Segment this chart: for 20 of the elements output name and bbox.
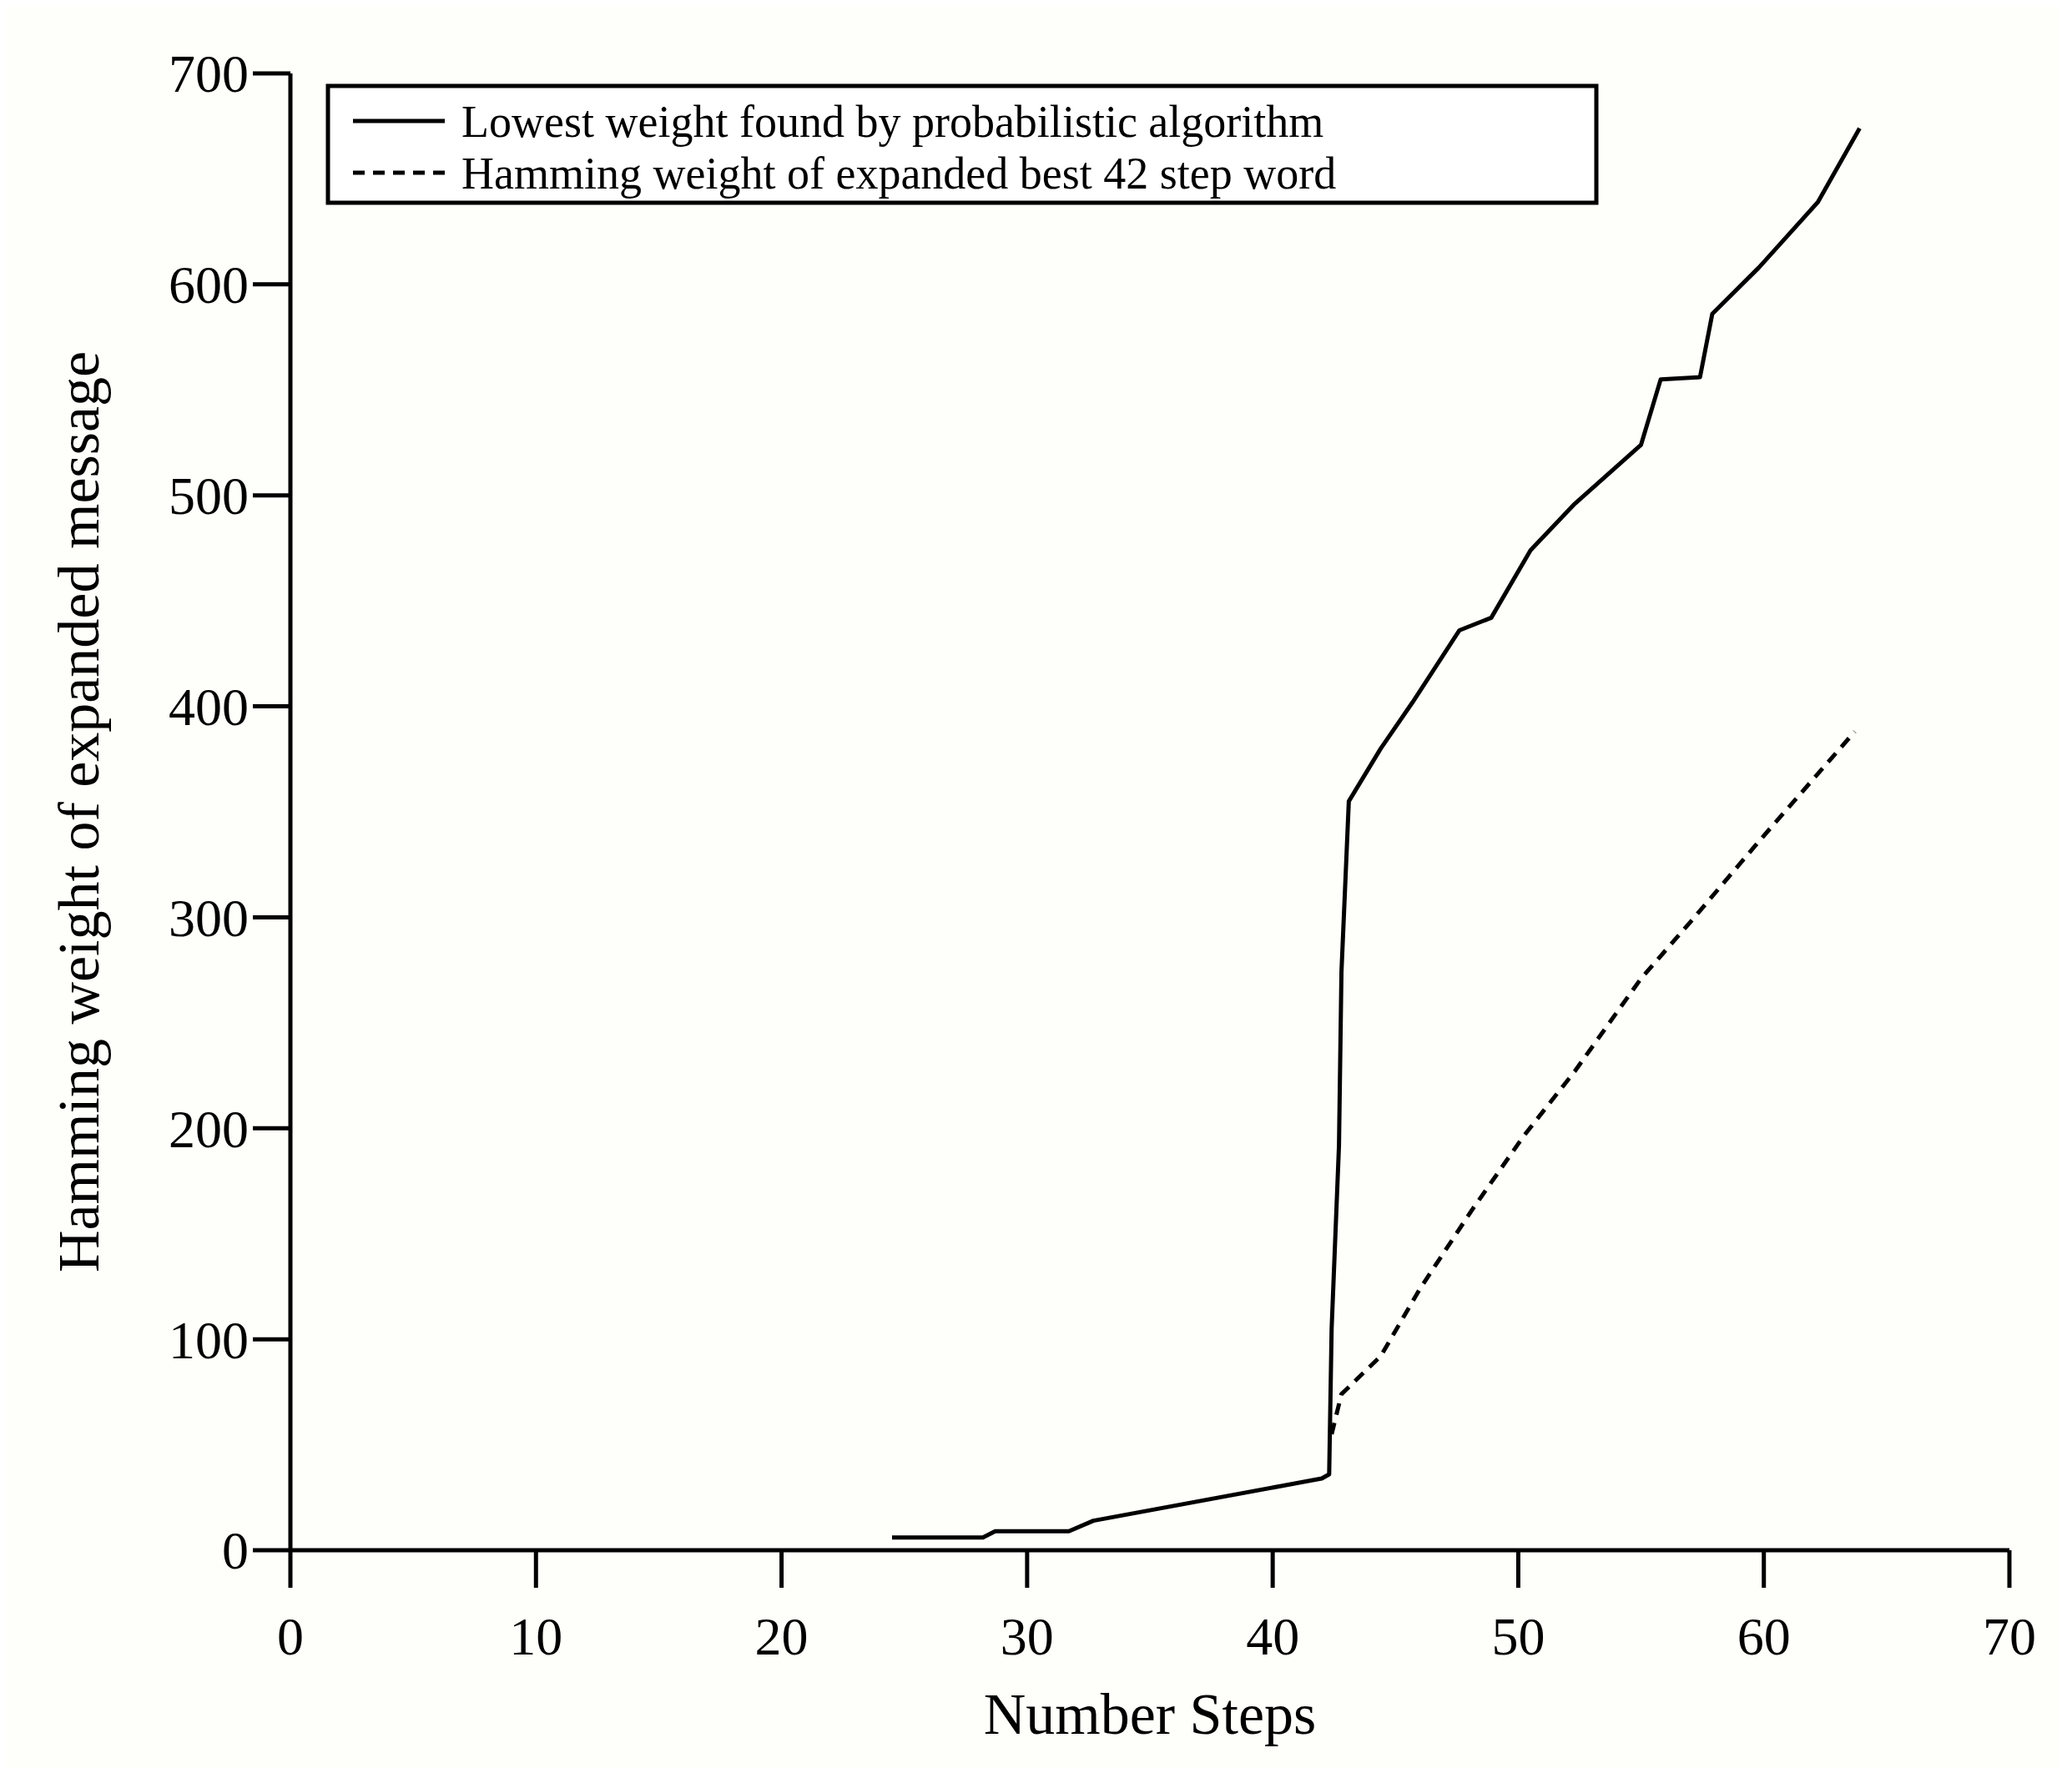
legend-label: Lowest weight found by probabilistic algorithm [461,96,1324,147]
y-tick-label: 200 [169,1099,249,1159]
x-tick-label: 60 [1737,1607,1791,1666]
x-tick-label: 50 [1491,1607,1545,1666]
y-axis-title: Hamming weight of expanded message [47,350,111,1273]
y-tick-label: 300 [169,888,249,948]
x-tick-label: 30 [1000,1607,1054,1666]
y-tick-label: 400 [169,677,249,737]
y-tick-label: 600 [169,255,249,315]
x-tick-label: 70 [1983,1607,2036,1666]
y-tick-label: 100 [169,1310,249,1370]
x-axis-title: Number Steps [983,1682,1317,1746]
x-tick-label: 10 [509,1607,563,1666]
x-tick-label: 0 [277,1607,304,1666]
x-tick-label: 20 [754,1607,809,1666]
legend-label: Hamming weight of expanded best 42 step word [461,148,1337,199]
x-tick-label: 40 [1246,1607,1300,1666]
y-tick-label: 700 [169,44,249,104]
y-tick-label: 500 [169,466,249,526]
y-tick-label: 0 [222,1521,249,1581]
